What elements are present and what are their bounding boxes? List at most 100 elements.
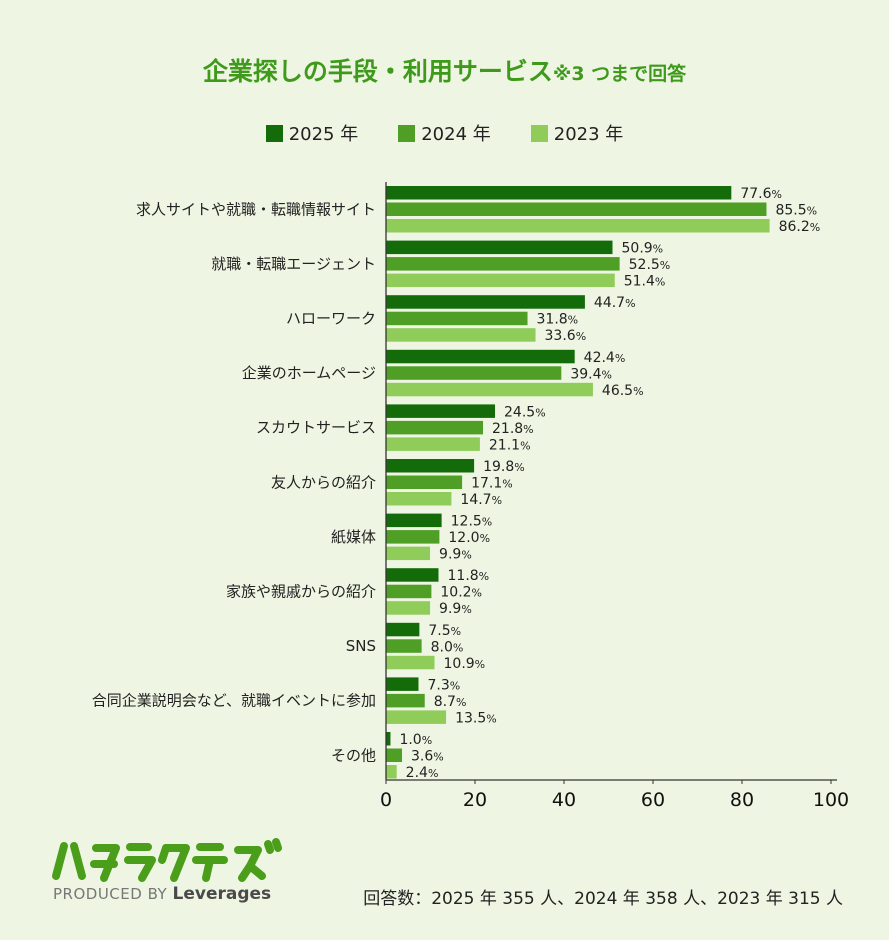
- data-label-2024-3: 39.4%: [570, 366, 612, 382]
- data-label-2024-0: 85.5%: [775, 203, 817, 219]
- data-label-suffix: %: [422, 734, 432, 747]
- data-label-suffix: %: [807, 205, 817, 218]
- data-label-2024-4: 21.8%: [492, 421, 534, 437]
- x-tick-label-60: 60: [641, 789, 665, 811]
- data-label-2025-10: 1.0%: [399, 732, 432, 748]
- bar-2025-3: [386, 349, 575, 364]
- category-label-8: SNS: [346, 637, 376, 655]
- bar-2023-1: [386, 273, 615, 288]
- bar-2025-10: [386, 732, 391, 746]
- data-label-suffix: %: [568, 314, 578, 327]
- data-label-suffix: %: [653, 243, 663, 256]
- bar-2023-6: [386, 546, 431, 561]
- bar-2025-7: [386, 568, 439, 582]
- legend-item-2023: 2023 年: [530, 120, 624, 146]
- data-label-2024-1: 52.5%: [629, 257, 671, 273]
- bar-2023-8: [386, 655, 435, 670]
- data-label-suffix: %: [492, 494, 502, 507]
- data-label-suffix: %: [535, 406, 545, 419]
- bar-2025-1: [386, 240, 613, 255]
- bar-2023-0: [386, 219, 770, 233]
- data-label-suffix: %: [523, 423, 533, 436]
- data-label-2025-3: 42.4%: [584, 350, 626, 366]
- bar-2024-1: [386, 257, 620, 271]
- bar-2023-2: [386, 328, 536, 342]
- bar-2025-0: [386, 186, 732, 200]
- bar-2023-5: [386, 492, 452, 506]
- data-label-2024-7: 10.2%: [440, 585, 482, 601]
- data-label-suffix: %: [520, 439, 530, 452]
- data-label-2023-7: 9.9%: [439, 601, 472, 617]
- bar-2025-5: [386, 459, 475, 473]
- bar-2024-5: [386, 475, 463, 489]
- x-tick-label-80: 80: [730, 789, 754, 811]
- data-label-suffix: %: [450, 679, 460, 692]
- data-label-2023-5: 14.7%: [460, 492, 502, 508]
- data-label-2024-5: 17.1%: [471, 476, 513, 492]
- bar-2025-2: [386, 295, 585, 309]
- logo-produced-text: PRODUCED BY: [53, 885, 168, 903]
- chart-title: 企業探しの手段・利用サービス※3 つまで回答: [0, 52, 889, 88]
- data-label-suffix: %: [456, 696, 466, 709]
- bar-2023-7: [386, 601, 431, 615]
- data-label-suffix: %: [810, 221, 820, 234]
- data-label-suffix: %: [576, 330, 586, 343]
- bar-2024-10: [386, 748, 403, 762]
- data-label-suffix: %: [625, 297, 635, 310]
- data-label-2023-3: 46.5%: [602, 383, 644, 399]
- response-count-note: 回答数：2025 年 355 人、2024 年 358 人、2023 年 315…: [363, 889, 843, 909]
- category-label-10: その他: [331, 746, 376, 764]
- data-label-suffix: %: [660, 259, 670, 272]
- bar-2024-6: [386, 530, 440, 544]
- data-label-suffix: %: [633, 385, 643, 398]
- bar-chart: 77.6%85.5%86.2% 求人サイトや就職・転職情報サイト 50.9%52.5…: [92, 182, 849, 811]
- bar-2024-9: [386, 693, 425, 708]
- bar-2023-4: [386, 437, 480, 451]
- data-label-suffix: %: [655, 276, 665, 289]
- bar-2023-10: [386, 765, 397, 779]
- category-label-6: 紙媒体: [331, 528, 376, 546]
- data-label-2024-9: 8.7%: [434, 694, 467, 710]
- chart-title-note: ※3 つまで回答: [552, 63, 687, 85]
- bar-2024-8: [386, 639, 422, 653]
- legend-swatch-2024: [398, 124, 416, 142]
- data-label-2023-2: 33.6%: [545, 328, 587, 344]
- bar-2023-3: [386, 382, 593, 397]
- data-label-suffix: %: [486, 712, 496, 725]
- bar-2024-4: [386, 420, 484, 435]
- data-label-suffix: %: [771, 188, 781, 201]
- legend-label-2023: 2023 年: [553, 124, 624, 145]
- bar-2025-4: [386, 404, 496, 418]
- data-label-suffix: %: [472, 587, 482, 600]
- legend-item-2024: 2024 年: [398, 120, 491, 146]
- data-label-2023-8: 10.9%: [444, 656, 486, 672]
- x-tick-label-40: 40: [552, 789, 576, 811]
- data-label-suffix: %: [502, 478, 512, 491]
- x-tick-label-20: 20: [463, 789, 487, 811]
- bar-2024-2: [386, 311, 528, 326]
- data-label-2024-10: 3.6%: [411, 749, 444, 765]
- bar-2025-9: [386, 677, 419, 691]
- data-label-2025-8: 7.5%: [428, 623, 461, 639]
- data-label-2025-0: 77.6%: [740, 186, 782, 202]
- legend-swatch-2023: [530, 124, 548, 142]
- data-label-suffix: %: [453, 641, 463, 654]
- data-label-suffix: %: [514, 461, 524, 474]
- bar-2025-8: [386, 622, 420, 637]
- data-label-2023-9: 13.5%: [455, 710, 497, 726]
- data-label-suffix: %: [475, 658, 485, 671]
- category-label-9: 合同企業説明会など、就職イベントに参加: [92, 692, 376, 710]
- data-label-suffix: %: [479, 570, 489, 583]
- data-label-2025-5: 19.8%: [483, 459, 525, 475]
- x-tick-label-100: 100: [813, 789, 849, 811]
- hataractive-logo: [52, 838, 282, 882]
- data-label-suffix: %: [433, 751, 443, 764]
- data-label-suffix: %: [602, 368, 612, 381]
- data-label-suffix: %: [428, 767, 438, 780]
- chart-title-main: 企業探しの手段・利用サービス: [202, 57, 553, 86]
- legend-label-2024: 2024 年: [421, 124, 491, 145]
- data-label-suffix: %: [451, 625, 461, 638]
- data-label-2025-4: 24.5%: [504, 404, 546, 420]
- data-label-suffix: %: [461, 549, 471, 562]
- data-label-2024-6: 12.0%: [448, 530, 490, 546]
